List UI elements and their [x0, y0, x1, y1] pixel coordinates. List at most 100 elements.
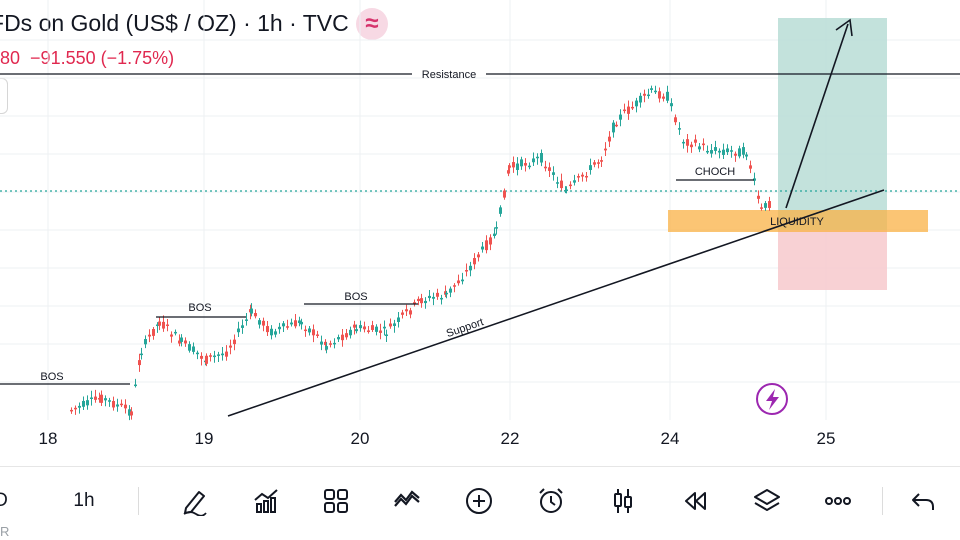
candle: [98, 397, 101, 400]
candle: [440, 297, 443, 300]
candle: [706, 150, 709, 153]
candle: [631, 106, 634, 109]
projection-arrow[interactable]: [785, 23, 849, 209]
candle: [304, 329, 307, 332]
candles-icon[interactable]: [606, 481, 640, 521]
candle: [225, 351, 228, 357]
wave-approx-icon[interactable]: ≈: [356, 8, 388, 40]
candle: [308, 328, 311, 333]
candle: [233, 339, 236, 345]
candle: [520, 159, 523, 167]
candle: [635, 100, 638, 107]
candle: [108, 400, 111, 402]
candle: [512, 162, 515, 168]
candle: [726, 148, 729, 153]
candle: [469, 265, 472, 271]
candle: [536, 156, 539, 159]
candle: [489, 237, 492, 245]
candle: [690, 144, 693, 148]
candle: [420, 298, 423, 304]
timeframe-button[interactable]: 1h: [62, 481, 106, 521]
candle: [174, 331, 177, 334]
candle: [120, 403, 123, 406]
candle: [493, 233, 496, 237]
more-icon[interactable]: [820, 481, 856, 521]
candle: [615, 124, 618, 127]
liquidity-zone[interactable]: [668, 210, 928, 232]
candle: [760, 207, 763, 209]
candle: [581, 174, 584, 177]
candle: [345, 333, 348, 338]
candle: [333, 342, 336, 345]
layers-icon[interactable]: [750, 481, 784, 521]
candle: [742, 147, 745, 155]
support-trendline[interactable]: [227, 189, 885, 417]
candle: [86, 400, 89, 406]
candle: [768, 201, 771, 208]
candle: [666, 91, 669, 101]
support-label: Support: [445, 316, 485, 340]
candle: [604, 148, 607, 151]
candle: [682, 141, 685, 144]
compare-icon[interactable]: [390, 481, 424, 521]
candle: [138, 360, 141, 366]
candle: [565, 189, 568, 192]
projection-arrow-head: [835, 18, 853, 37]
candle: [409, 310, 412, 315]
alarm-icon[interactable]: [534, 481, 568, 521]
chart-header: FDs on Gold (US$ / OZ) · 1h · TVC ≈ 80 −…: [0, 0, 960, 72]
candle: [560, 180, 563, 189]
replay-icon[interactable]: [678, 481, 712, 521]
candle: [461, 279, 464, 282]
candle: [714, 147, 717, 151]
candle: [627, 106, 630, 114]
candle: [481, 246, 484, 250]
pen-icon[interactable]: [178, 481, 212, 521]
bos-label-1: BOS: [40, 371, 63, 383]
candle: [170, 334, 173, 337]
candle: [532, 158, 535, 163]
candle: [363, 326, 366, 330]
candle: [694, 139, 697, 143]
candle: [278, 326, 281, 330]
candle: [389, 323, 392, 327]
candle: [757, 195, 760, 199]
bos-label-3: BOS: [344, 291, 367, 303]
candle: [597, 162, 600, 164]
candle: [730, 150, 733, 152]
timeframe-prev[interactable]: D: [0, 481, 8, 521]
candle: [274, 331, 277, 335]
candle: [371, 325, 374, 331]
candle: [722, 149, 725, 155]
layout-grid-icon[interactable]: [319, 481, 353, 521]
candle: [473, 258, 476, 265]
candle: [128, 409, 131, 416]
take-profit-zone[interactable]: [778, 18, 887, 230]
candle: [573, 180, 576, 183]
stop-loss-zone[interactable]: [778, 230, 887, 290]
candle: [710, 150, 713, 154]
candle: [453, 285, 456, 287]
undo-icon[interactable]: [906, 481, 940, 521]
candle: [738, 148, 741, 157]
candle: [178, 340, 181, 344]
indicators-icon[interactable]: [249, 481, 283, 521]
candle: [82, 400, 85, 407]
candle: [540, 153, 543, 163]
add-icon[interactable]: [462, 481, 496, 521]
candle: [104, 398, 107, 401]
candle: [686, 139, 689, 146]
candle: [290, 322, 293, 325]
candle: [90, 397, 93, 400]
candle: [405, 309, 408, 312]
symbol-title[interactable]: FDs on Gold (US$ / OZ) · 1h · TVC: [0, 10, 349, 37]
candle: [367, 330, 370, 332]
price-chart[interactable]: Resistance BOS BOS BOS Support CHOCH LIQ…: [0, 0, 960, 462]
candle: [162, 321, 165, 329]
candle: [424, 300, 427, 304]
candle: [516, 163, 519, 170]
candle: [658, 91, 661, 99]
candle: [647, 94, 650, 97]
candle: [298, 320, 301, 324]
flash-icon[interactable]: [756, 383, 788, 415]
